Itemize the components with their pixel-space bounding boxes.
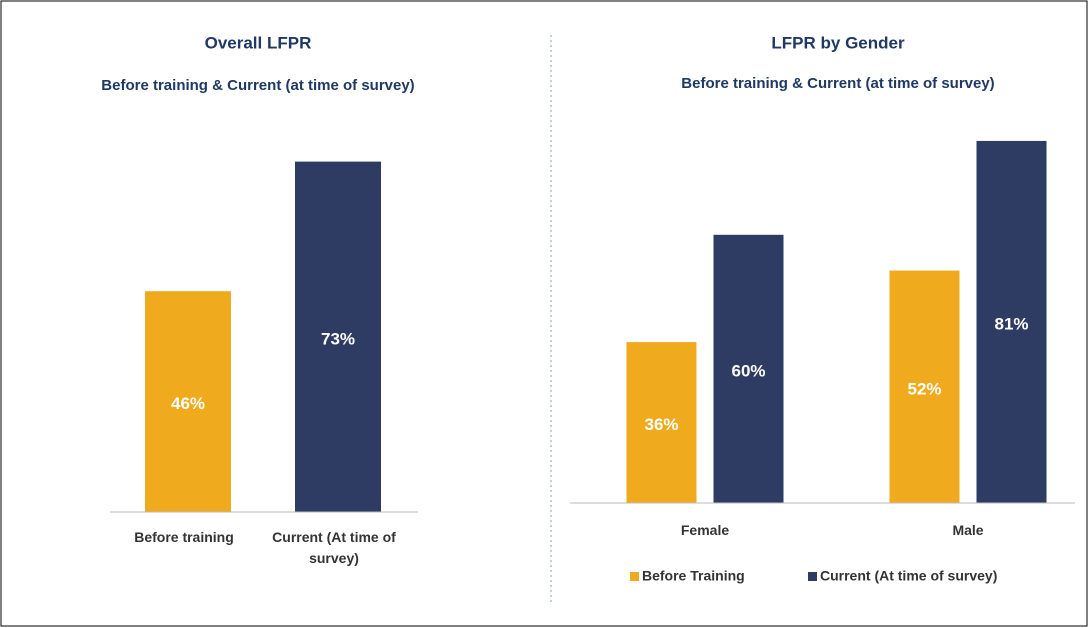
legend-swatch bbox=[808, 572, 817, 581]
chart-title: LFPR by Gender bbox=[771, 33, 905, 52]
bar bbox=[295, 161, 381, 512]
value-label: 73% bbox=[321, 329, 355, 348]
bar bbox=[145, 291, 231, 512]
x-tick-label: Before training bbox=[134, 529, 234, 545]
legend-swatch bbox=[630, 572, 639, 581]
x-tick-label: Female bbox=[680, 522, 730, 538]
value-label: 52% bbox=[907, 379, 941, 398]
value-label: 46% bbox=[171, 394, 205, 413]
x-tick-label: Male bbox=[952, 522, 984, 538]
bar bbox=[889, 270, 960, 503]
bar bbox=[976, 140, 1047, 503]
value-label: 81% bbox=[994, 314, 1028, 333]
chart-subtitle: Before training & Current (at time of su… bbox=[681, 75, 994, 92]
value-label: 60% bbox=[731, 361, 765, 380]
legend-label: Current (At time of survey) bbox=[820, 568, 997, 584]
bar bbox=[713, 234, 784, 504]
x-tick-label: Current (At time of survey) bbox=[272, 529, 396, 566]
value-label: 36% bbox=[644, 415, 678, 434]
chart-subtitle: Before training & Current (at time of su… bbox=[101, 77, 414, 94]
bar bbox=[626, 342, 697, 503]
chart-title: Overall LFPR bbox=[205, 33, 312, 52]
legend-label: Before Training bbox=[642, 568, 745, 584]
